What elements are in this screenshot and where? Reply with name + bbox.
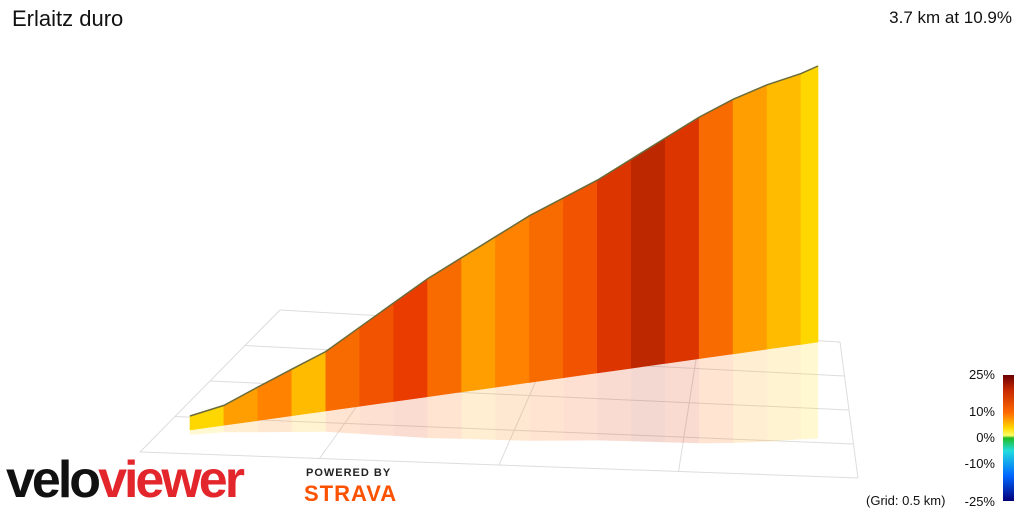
profile-top-edge [189,65,819,417]
strava-logo[interactable]: STRAVA [304,481,398,506]
grid-line [139,309,281,453]
climb-summary: 3.7 km at 10.9% [889,8,1012,27]
profile-reflection [529,377,564,441]
profile-reflection [190,425,224,435]
profile-segment [427,257,462,398]
profile-reflection [597,368,632,442]
profile-reflection [257,415,292,433]
profile-reflection [359,401,394,436]
legend-tick-max: 25% [968,367,995,382]
logo-viewer-text: viewer [98,451,245,509]
profile-reflection [665,358,700,444]
profile-segment [630,137,666,369]
grid-scale-note: (Grid: 0.5 km) [866,493,946,508]
profile-reflection [801,342,818,440]
profile-segment [563,179,598,379]
logo-velo-text: velo [6,451,101,509]
profile-segment [359,302,395,407]
profile-segment [766,73,802,350]
profile-reflection [495,382,530,441]
profile-segment [393,278,428,402]
profile-reflection [393,396,428,438]
profile-reflection [699,353,734,444]
profile-reflection [631,363,666,443]
legend-tick-min: -25% [964,494,995,509]
veloviewer-logo[interactable]: veloviewer [6,450,245,510]
profile-segment [698,98,734,359]
elevation-ribbon [189,65,819,444]
grid-line [839,341,859,479]
profile-segment [529,197,564,383]
legend-tick-10: 10% [968,404,995,419]
profile-reflection [461,387,496,440]
legend-tick-0: 0% [976,430,995,445]
profile-segment [597,158,632,374]
legend-tick-minus10: -10% [964,456,995,471]
profile-segment [223,386,259,426]
chart-title: Erlaitz duro [12,6,124,31]
profile-segment [495,215,530,388]
profile-segment [461,236,496,393]
powered-by-label: POWERED BY [306,467,392,479]
profile-reflection [733,349,768,443]
profile-segment [732,84,768,355]
profile-reflection [291,411,326,432]
profile-reflection [223,420,258,433]
gradient-color-scale [1003,375,1014,501]
profile-segment [664,116,700,364]
profile-segment [800,65,819,345]
profile-reflection [325,406,360,434]
profile-reflection [563,372,598,441]
profile-reflection [767,344,801,442]
profile-reflection [427,391,462,439]
profile-segment [257,368,293,421]
